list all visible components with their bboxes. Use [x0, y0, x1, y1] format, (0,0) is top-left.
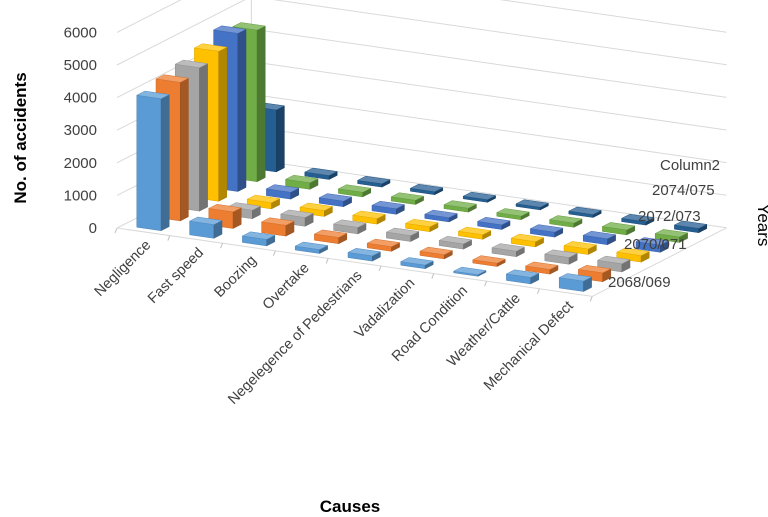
bar [332, 219, 367, 235]
bar [567, 206, 603, 218]
bar [635, 237, 670, 253]
bar [443, 200, 478, 213]
x-tick-mark [589, 296, 593, 302]
x-tick-label: Negligence [92, 237, 155, 300]
bar [318, 193, 353, 208]
bar [385, 227, 420, 242]
y-tick-label: 0 [89, 220, 97, 237]
bar [313, 229, 348, 245]
bar [241, 231, 276, 247]
bar [505, 269, 540, 285]
x-tick-label: Negelegence of Pedestrians [225, 268, 365, 408]
x-tick-mark [431, 273, 435, 279]
bar [491, 243, 526, 258]
bar [299, 202, 334, 217]
bar [135, 90, 171, 232]
bar [654, 229, 689, 243]
y-tick-label: 4000 [64, 90, 97, 107]
bar [462, 191, 497, 203]
bar [419, 246, 454, 260]
bar [601, 222, 636, 236]
bar [265, 184, 300, 200]
x-tick-mark [484, 281, 488, 287]
depth-tick-label: 2068/069 [608, 274, 671, 291]
depth-tick-label: 2070/071 [624, 236, 687, 253]
x-tick-mark [114, 227, 118, 234]
gridline [116, 0, 727, 33]
bar [260, 217, 295, 237]
bar [471, 255, 507, 267]
bar [423, 209, 459, 223]
bar [673, 220, 708, 234]
bar [563, 241, 598, 255]
x-tick-label: Boozing [211, 253, 259, 301]
bar [284, 174, 319, 190]
bar [543, 249, 579, 265]
bar [548, 215, 583, 228]
x-tick-mark [167, 235, 171, 241]
bar [188, 216, 223, 239]
y-tick-label: 6000 [64, 24, 97, 41]
gridline [116, 0, 727, 66]
bar [476, 217, 511, 230]
x-tick-label: Vadalization [352, 275, 418, 341]
y-tick-label: 5000 [64, 57, 97, 74]
bar [558, 273, 593, 292]
y-axis-ticks: 0 1000 2000 3000 4000 5000 6000 [64, 24, 97, 237]
y-tick-label: 1000 [64, 187, 97, 204]
x-axis-label: Causes [320, 497, 380, 516]
bar [356, 175, 391, 188]
bar [495, 208, 531, 221]
bar [366, 238, 401, 252]
bar [347, 248, 382, 262]
bar [303, 167, 339, 180]
bar [620, 213, 655, 226]
x-tick-mark [378, 265, 382, 272]
bar [399, 257, 435, 270]
bar [577, 265, 612, 283]
y-tick-label: 3000 [64, 122, 97, 139]
depth-axis-labels: Column2 2074/075 2072/073 2070/071 2068/069 [608, 157, 720, 291]
bar [404, 218, 439, 233]
bar [246, 194, 281, 210]
x-tick-mark [536, 288, 540, 294]
bar [371, 200, 406, 215]
x-tick-mark [325, 258, 329, 264]
x-tick-label: Fast speed [145, 245, 207, 307]
bar [294, 241, 329, 254]
chart-bars [135, 22, 708, 292]
bar [515, 199, 550, 211]
bar [438, 236, 473, 250]
bar [529, 224, 564, 238]
y-tick-label: 2000 [64, 155, 97, 172]
y-axis-label: No. of accidents [11, 72, 30, 203]
bar [524, 261, 559, 275]
bar [351, 210, 387, 225]
bar [615, 247, 651, 263]
depth-tick-label: Column2 [660, 157, 720, 174]
bar [409, 183, 444, 196]
bar [582, 230, 617, 246]
bar [510, 233, 545, 248]
x-tick-label: Overtake [260, 260, 313, 313]
x-tick-mark [272, 250, 276, 256]
bar [390, 192, 425, 205]
bar [452, 266, 487, 277]
x-tick-mark [220, 243, 224, 249]
bar [457, 226, 492, 240]
bar [337, 184, 372, 198]
depth-tick-label: 2074/075 [652, 182, 715, 199]
depth-axis-label: Years [754, 204, 768, 247]
depth-tick-label: 2072/073 [638, 208, 701, 225]
